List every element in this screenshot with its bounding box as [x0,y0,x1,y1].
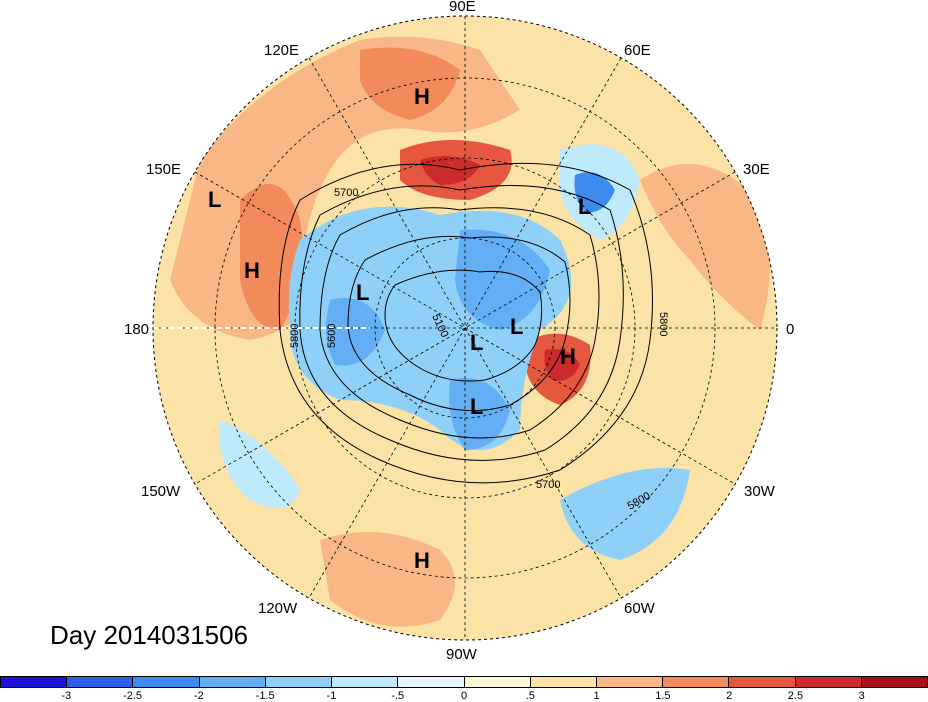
longitude-label-30E: 30E [743,161,770,178]
colorbar-swatch [794,676,861,688]
colorbar-swatch [0,676,67,688]
pressure-center-low: L [208,187,221,212]
warm-core-central-asia [420,156,480,185]
contour-5600 [319,207,600,439]
cold-core-east-siberia [326,298,385,366]
colorbar-swatch [331,676,398,688]
contour-5800 [278,162,653,484]
contour-label: 5600 [326,324,338,348]
colorbar-swatch [397,676,464,688]
longitude-label-120W: 120W [258,600,298,617]
colorbar-swatch [662,676,729,688]
contour-5100 [384,269,543,382]
contour-label: 5700 [334,187,358,199]
cold-core-canada [449,378,510,450]
meridian-150E-30W [194,171,736,485]
colorbar-labels: -3 -2.5 -2 -1.5 -1 -.5 0 .5 1 1.5 2 2.5 3 [0,690,928,702]
warm-region-pacific [240,184,303,330]
map-boundary [152,15,778,641]
colorbar-swatch [132,676,199,688]
colorbar-tick-label: 0 [460,690,468,702]
contour-5400 [347,235,571,412]
colorbar-tick-label: 1.5 [655,690,671,702]
contour-label: 5700 [536,479,560,491]
longitude-label-60E: 60E [624,42,651,59]
meridian-60E-120W [308,57,622,599]
longitude-label-90E: 90E [449,0,476,15]
longitude-label-150E: 150E [146,161,181,178]
colorbar-tick-label: 3 [858,690,865,702]
contour-5700 [299,185,624,461]
cold-region-east-pacific [219,420,300,508]
colorbar-tick-label: -1.5 [255,690,275,702]
pressure-center-low: L [470,394,483,419]
colorbar-tick-label: .5 [525,690,535,702]
colorbar-tick-label: -2.5 [123,690,143,702]
pressure-center-high: H [414,548,430,573]
colorbar-tick-label: 2 [726,690,733,702]
colorbar-swatch [198,676,265,688]
pressure-center-low: L [578,194,591,219]
graticule [153,16,777,640]
longitude-label-90W: 90W [446,646,478,663]
pressure-center-low: L [356,280,369,305]
contour-label: 5800 [289,324,301,348]
colorbar-tick-label: 2.5 [787,690,804,702]
colorbar-tick-label: -.5 [391,690,405,702]
colorbar-tick-label: -2 [193,690,204,702]
pressure-center-high: H [244,258,260,283]
longitude-label-120E: 120E [264,42,299,59]
warm-region-mexico [320,532,455,627]
colorbar-tick-label: 1 [593,690,600,702]
colorbar [0,676,928,688]
colorbar-tick-label: -3 [61,690,72,702]
colorbar-swatch [264,676,332,688]
contour-label: 5800 [657,312,669,336]
longitude-label-180: 180 [124,321,149,338]
cold-core-scandinavia [574,172,615,213]
map-title: Day 2014031506 [50,620,249,650]
pressure-center-low: L [470,330,483,355]
meridian-120E-60W [308,57,622,599]
colorbar-swatch [860,676,928,688]
height-contours [278,162,653,484]
colorbar-swatch [595,676,663,688]
pressure-center-low: L [510,314,523,339]
cold-region-west-atlantic [560,468,690,560]
pressure-center-high: H [414,84,430,109]
meridian-30E-150W [194,171,736,485]
colorbar-swatch [529,676,596,688]
colorbar-swatch [66,676,133,688]
longitude-label-60W: 60W [624,600,656,617]
colorbar-swatch [728,676,795,688]
longitude-label-30W: 30W [744,483,776,500]
longitude-label-150W: 150W [141,483,181,500]
longitude-label-0: 0 [786,321,794,338]
warm-core-atlantic [544,349,580,381]
colorbar-swatch [463,676,530,688]
pressure-center-high: H [560,344,576,369]
warm-region-europe [640,164,770,330]
colorbar-tick-label: -1 [326,690,337,702]
